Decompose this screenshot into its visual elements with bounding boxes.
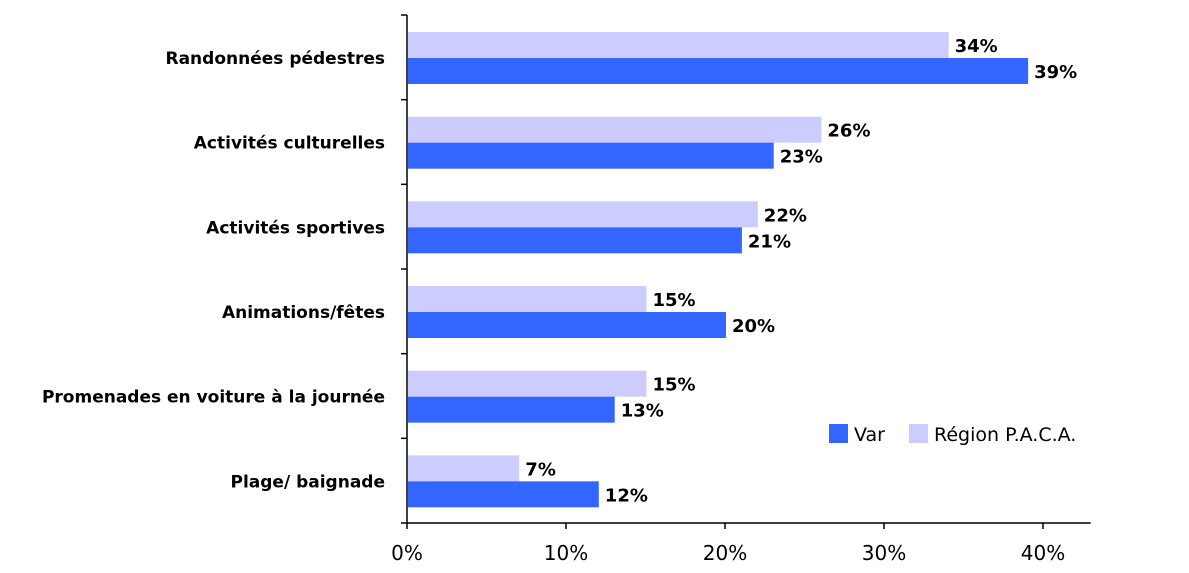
legend-entry-label: Région P.A.C.A. xyxy=(934,424,1076,446)
bar-region-paca xyxy=(408,32,949,58)
category-label: Promenades en voiture à la journée xyxy=(42,388,385,408)
data-label-var: 13% xyxy=(621,401,664,422)
data-label-var: 12% xyxy=(605,485,648,506)
data-label-var: 20% xyxy=(732,316,775,337)
bar-region-paca xyxy=(408,201,758,228)
data-label-region-paca: 22% xyxy=(764,205,807,226)
category-label: Activités culturelles xyxy=(194,134,385,154)
bar-var xyxy=(408,142,774,169)
x-tick-label: 30% xyxy=(862,541,906,565)
data-label-region-paca: 34% xyxy=(955,36,998,57)
chart-bars xyxy=(408,32,1029,508)
data-label-var: 21% xyxy=(748,231,791,252)
bar-region-paca xyxy=(408,286,647,312)
category-label: Randonnées pédestres xyxy=(166,49,386,69)
data-label-region-paca: 7% xyxy=(525,459,556,480)
legend-swatch xyxy=(909,424,928,443)
x-tick-label: 0% xyxy=(391,541,423,565)
x-tick-label: 20% xyxy=(703,541,747,565)
bar-region-paca xyxy=(408,455,520,482)
legend-entry-label: Var xyxy=(854,424,885,446)
data-label-var: 39% xyxy=(1034,62,1077,83)
category-label: Activités sportives xyxy=(206,218,385,238)
data-label-region-paca: 26% xyxy=(827,121,870,142)
bar-var xyxy=(408,227,742,254)
category-label: Animations/fêtes xyxy=(222,303,385,323)
chart-legend: Var Région P.A.C.A. xyxy=(829,424,1076,446)
chart-axes: 0% 10% 20% 30% 40% xyxy=(391,14,1091,565)
bar-region-paca xyxy=(408,370,647,397)
data-label-region-paca: 15% xyxy=(653,290,696,311)
bar-var xyxy=(408,58,1029,84)
x-tick-label: 10% xyxy=(544,541,588,565)
data-label-var: 23% xyxy=(780,147,823,168)
bar-var xyxy=(408,396,615,423)
chart-labels: Randonnées pédestres 34% 39% Activités cult… xyxy=(42,36,1077,506)
x-tick-label: 40% xyxy=(1021,541,1065,565)
bar-var xyxy=(408,481,599,508)
category-label: Plage/ baignade xyxy=(231,472,386,492)
data-label-region-paca: 15% xyxy=(653,375,696,396)
legend-swatch xyxy=(829,424,848,443)
bar-region-paca xyxy=(408,116,822,143)
bar-var xyxy=(408,312,726,338)
